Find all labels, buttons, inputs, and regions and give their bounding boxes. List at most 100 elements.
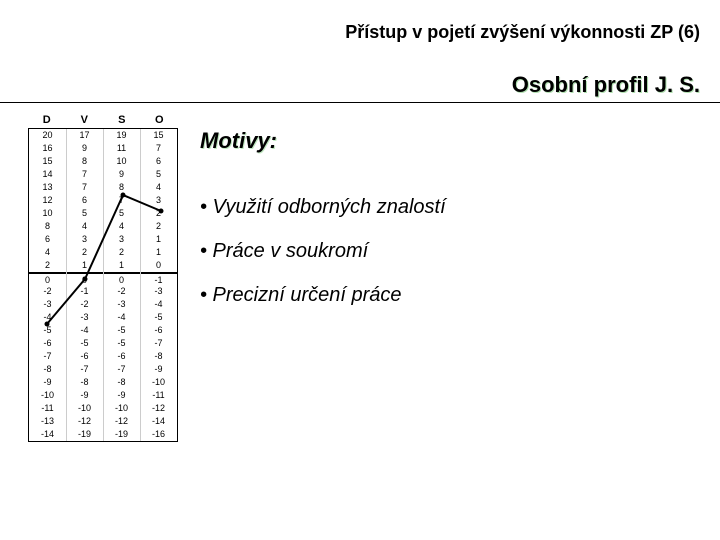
chart-cell: 17 (66, 129, 103, 142)
chart-cell: 7 (66, 181, 103, 194)
chart-cell: 4 (29, 246, 66, 259)
chart-cell: 10 (29, 207, 66, 220)
chart-cell: 13 (29, 181, 66, 194)
list-item: • Precizní určení práce (200, 273, 446, 317)
chart-cell: -19 (66, 428, 103, 441)
chart-cell: -8 (66, 376, 103, 389)
chart-cell: 8 (29, 220, 66, 233)
chart-cell: -2 (66, 298, 103, 311)
chart-cell: -3 (66, 311, 103, 324)
chart-cell: 0 (29, 274, 66, 285)
chart-cell: -4 (103, 311, 140, 324)
chart-cell: 6 (29, 233, 66, 246)
page-subtitle: Osobní profil J. S. (512, 72, 700, 98)
chart-cell: 4 (66, 220, 103, 233)
chart-cell: -6 (103, 350, 140, 363)
col-header: O (141, 114, 179, 126)
chart-cell: -11 (29, 402, 66, 415)
chart-cell: 7 (103, 194, 140, 207)
chart-cell: 9 (66, 142, 103, 155)
chart-cell: 5 (140, 168, 177, 181)
chart-cell: 4 (140, 181, 177, 194)
chart-cell: 20 (29, 129, 66, 142)
col-header: V (66, 114, 104, 126)
list-item: • Využití odborných znalostí (200, 185, 446, 229)
chart-cell: 8 (66, 155, 103, 168)
chart-cell: -6 (66, 350, 103, 363)
chart-cell: -7 (103, 363, 140, 376)
chart-cell: 8 (103, 181, 140, 194)
profile-chart: D V S O 20171915169117158106147951378412… (28, 112, 178, 442)
chart-cell: -3 (29, 298, 66, 311)
chart-cell: 15 (140, 129, 177, 142)
chart-cell: -5 (103, 324, 140, 337)
list-item: • Práce v soukromí (200, 229, 446, 273)
chart-cell: -8 (29, 363, 66, 376)
chart-cell: 2 (29, 259, 66, 272)
chart-cell: -5 (29, 324, 66, 337)
page-header-title: Přístup v pojetí zvýšení výkonnosti ZP (… (345, 22, 700, 43)
chart-cell: -8 (103, 376, 140, 389)
chart-cell: -8 (140, 350, 177, 363)
chart-cell: 16 (29, 142, 66, 155)
chart-cell: 6 (140, 155, 177, 168)
chart-cell: -14 (29, 428, 66, 441)
chart-cell: 0 (103, 274, 140, 285)
chart-cell: -6 (140, 324, 177, 337)
chart-cell: 1 (103, 259, 140, 272)
chart-cell: 15 (29, 155, 66, 168)
chart-cell: -6 (29, 337, 66, 350)
chart-cell: -4 (66, 324, 103, 337)
chart-cell: 6 (66, 194, 103, 207)
chart-cell: 0 (66, 274, 103, 285)
chart-cell: -16 (140, 428, 177, 441)
chart-cell: -12 (66, 415, 103, 428)
chart-cell: -9 (66, 389, 103, 402)
chart-cell: -7 (29, 350, 66, 363)
chart-cell: -5 (103, 337, 140, 350)
chart-cell: 3 (140, 194, 177, 207)
chart-cell: -7 (66, 363, 103, 376)
chart-cell: 7 (66, 168, 103, 181)
motivy-list: • Využití odborných znalostí • Práce v s… (200, 185, 446, 317)
chart-cell: 0 (140, 259, 177, 272)
divider-line (0, 102, 720, 103)
chart-cell: -1 (66, 285, 103, 298)
chart-cell: -13 (29, 415, 66, 428)
chart-cell: -19 (103, 428, 140, 441)
chart-body: 2017191516911715810614795137841267310552… (28, 129, 178, 442)
chart-cell: -9 (140, 363, 177, 376)
chart-cell: 14 (29, 168, 66, 181)
chart-cell: 3 (103, 233, 140, 246)
chart-cell: -10 (103, 402, 140, 415)
chart-cell: -10 (29, 389, 66, 402)
chart-cell: -5 (140, 311, 177, 324)
chart-cell: 11 (103, 142, 140, 155)
chart-cell: -3 (103, 298, 140, 311)
chart-cell: -4 (29, 311, 66, 324)
chart-cell: 7 (140, 142, 177, 155)
chart-cell: -12 (140, 402, 177, 415)
chart-cell: -10 (66, 402, 103, 415)
chart-cell: 2 (140, 207, 177, 220)
chart-cell: -11 (140, 389, 177, 402)
chart-cell: 2 (66, 246, 103, 259)
chart-cell: -10 (140, 376, 177, 389)
chart-cell: -2 (29, 285, 66, 298)
chart-cell: -12 (103, 415, 140, 428)
chart-cell: -2 (103, 285, 140, 298)
chart-cell: 1 (140, 246, 177, 259)
chart-cell: 5 (103, 207, 140, 220)
col-header: D (28, 114, 66, 126)
chart-cell: -9 (103, 389, 140, 402)
chart-cell: 19 (103, 129, 140, 142)
chart-cell: -4 (140, 298, 177, 311)
chart-cell: 10 (103, 155, 140, 168)
chart-cell: -7 (140, 337, 177, 350)
chart-cell: 2 (103, 246, 140, 259)
chart-cell: -3 (140, 285, 177, 298)
chart-cell: -9 (29, 376, 66, 389)
chart-cell: 3 (66, 233, 103, 246)
chart-cell: 1 (66, 259, 103, 272)
chart-cell: 4 (103, 220, 140, 233)
